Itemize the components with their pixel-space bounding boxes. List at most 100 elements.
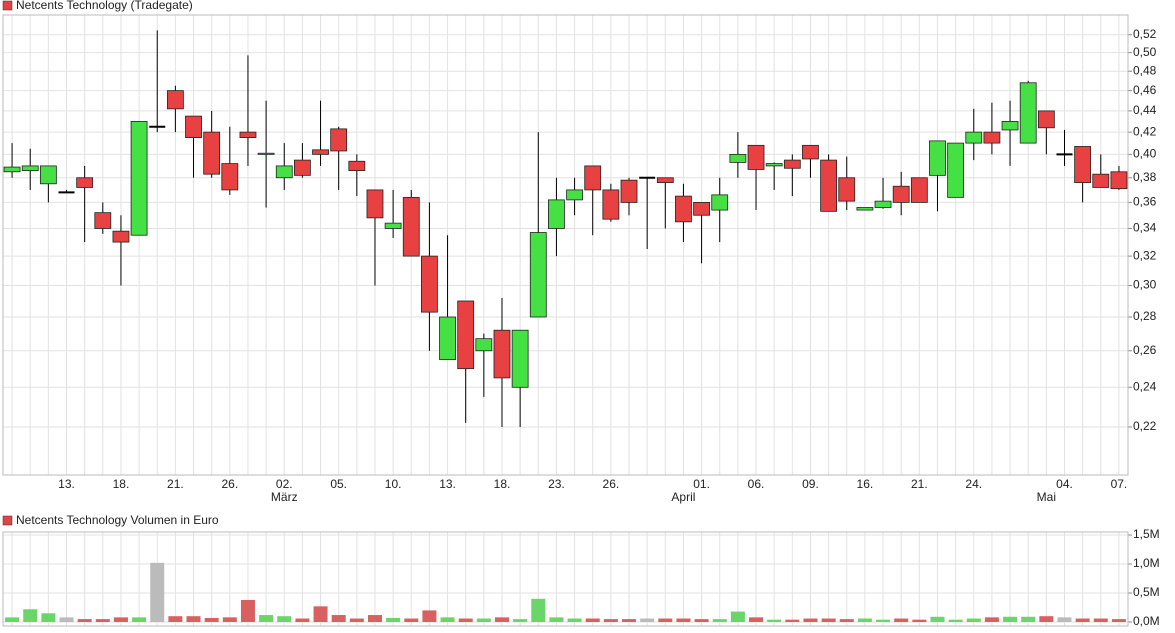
- volume-bar: [240, 599, 255, 622]
- volume-bar: [222, 617, 237, 622]
- volume-bar: [404, 618, 419, 622]
- volume-bar: [367, 615, 382, 622]
- candle-body: [1037, 110, 1055, 129]
- volume-bar: [894, 618, 909, 622]
- volume-bar: [59, 617, 74, 622]
- candle-body: [729, 153, 747, 163]
- volume-bar: [567, 618, 582, 622]
- volume-bar: [476, 618, 491, 622]
- candle-body: [1110, 171, 1128, 190]
- candle-body: [21, 165, 39, 172]
- x-tick-label: 09.: [802, 477, 819, 491]
- volume-bar: [386, 617, 401, 622]
- y-tick-label: 0,50: [1133, 45, 1157, 59]
- x-tick-label: 01.: [693, 477, 710, 491]
- volume-bar: [77, 619, 92, 622]
- y-tick-label: 0,28: [1133, 309, 1157, 323]
- y-tick-label: 0,34: [1133, 221, 1157, 235]
- candle-body: [493, 329, 511, 379]
- x-tick-label: 10.: [385, 477, 402, 491]
- volume-bar: [113, 617, 128, 622]
- candle-body: [584, 165, 602, 191]
- candle-body: [1074, 146, 1092, 183]
- candle-body: [965, 131, 983, 144]
- volume-bar: [966, 618, 981, 622]
- candle-body: [384, 222, 402, 229]
- chart-title: Netcents Technology (Tradegate): [16, 0, 193, 12]
- x-tick-label: 06.: [748, 477, 765, 491]
- candle-body: [1092, 173, 1110, 188]
- x-tick-label: 21.: [911, 477, 928, 491]
- candle-body: [457, 300, 475, 370]
- candle-body: [166, 90, 184, 110]
- candle-body: [1001, 120, 1019, 131]
- volume-bar: [494, 617, 509, 622]
- volume-bar: [948, 619, 963, 622]
- volume-bar: [132, 617, 147, 622]
- volume-bar: [694, 619, 709, 622]
- candle-body: [656, 177, 674, 183]
- y-tick-label: 0,26: [1133, 343, 1157, 357]
- candle-body: [529, 232, 547, 318]
- volume-bar: [1075, 618, 1090, 622]
- candle-body: [838, 177, 856, 202]
- volume-bar: [23, 609, 38, 622]
- plot-frame: [2, 14, 1129, 476]
- volume-bar: [912, 619, 927, 622]
- y-tick-label: 0,0M: [1133, 614, 1160, 628]
- candle-body: [348, 160, 366, 172]
- x-tick-label: 07.: [1111, 477, 1128, 491]
- volume-bar: [422, 610, 437, 622]
- candle-body: [874, 200, 892, 208]
- candle-body: [620, 179, 638, 203]
- x-tick-label: 02.: [276, 477, 293, 491]
- volume-bar: [839, 619, 854, 622]
- x-tick-label: 13.: [58, 477, 75, 491]
- volume-bar: [440, 617, 455, 622]
- volume-bar: [513, 619, 528, 622]
- x-tick-label: 26.: [603, 477, 620, 491]
- candle-body: [747, 144, 765, 170]
- candle-body: [983, 131, 1001, 144]
- chart-title: Netcents Technology Volumen in Euro: [16, 513, 219, 527]
- volume-bar: [585, 618, 600, 622]
- volume-bar: [640, 618, 655, 622]
- candle-body: [439, 316, 456, 361]
- volume-bar: [186, 616, 201, 622]
- volume-bar: [5, 617, 20, 622]
- candle-body: [3, 166, 21, 173]
- y-tick-label: 0,32: [1133, 248, 1157, 262]
- x-tick-label: 05.: [330, 477, 347, 491]
- candle-body: [475, 338, 493, 352]
- candle-body: [602, 189, 620, 220]
- candle-body: [421, 255, 438, 313]
- legend-swatch: [2, 0, 13, 11]
- y-tick-label: 0,48: [1133, 63, 1157, 77]
- candle-body: [765, 163, 783, 167]
- volume-bar: [857, 618, 872, 622]
- y-tick-label: 0,46: [1133, 83, 1157, 97]
- volume-bar: [1111, 619, 1126, 622]
- candle-body: [675, 195, 692, 223]
- candle-body: [711, 194, 729, 211]
- candle-body: [239, 131, 257, 138]
- candle-body: [820, 159, 838, 212]
- candle-body: [76, 177, 94, 188]
- y-tick-label: 0,24: [1133, 379, 1157, 393]
- candle-body: [402, 196, 420, 257]
- y-tick-label: 0,22: [1133, 419, 1157, 433]
- volume-bar: [531, 598, 546, 622]
- candle-body: [185, 115, 202, 138]
- x-tick-label: 04.: [1056, 477, 1073, 491]
- x-tick-label: 18.: [494, 477, 511, 491]
- candle-body: [330, 128, 348, 152]
- candle-body: [947, 142, 965, 198]
- volume-bar: [150, 562, 165, 622]
- candle-body: [312, 149, 329, 155]
- volume-bar: [876, 619, 891, 622]
- candle-body: [275, 165, 293, 179]
- volume-bar: [458, 618, 473, 622]
- volume-bar: [622, 619, 637, 622]
- candle-body: [366, 189, 384, 219]
